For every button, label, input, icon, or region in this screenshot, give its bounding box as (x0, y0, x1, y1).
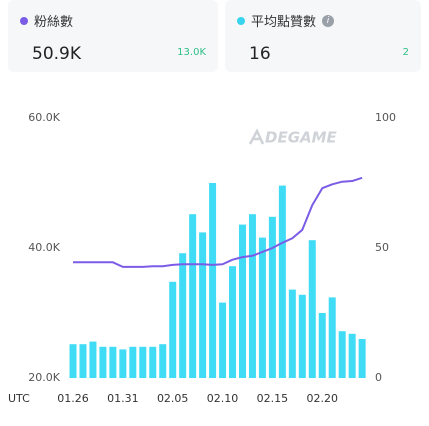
card-label-row: 粉絲數 (20, 11, 73, 30)
bar (89, 341, 97, 378)
dot (237, 16, 245, 25)
x-tick-label: 02.10 (207, 392, 239, 405)
bar (69, 344, 77, 378)
bar (238, 224, 246, 378)
y2-tick-label: 0 (375, 371, 382, 384)
bar (109, 346, 117, 378)
card-change: 2 (402, 47, 409, 58)
bar (278, 185, 286, 378)
bar (248, 214, 256, 378)
x-tick-label: 02.20 (307, 392, 339, 405)
bar (209, 183, 217, 378)
bar (358, 339, 366, 378)
y2-tick-label: 100 (375, 111, 396, 124)
x-axis-label: UTC (8, 392, 30, 405)
x-tick-label: 02.05 (157, 392, 189, 405)
bar (189, 214, 197, 378)
bar (268, 216, 276, 378)
bar (328, 297, 336, 378)
bar (318, 313, 326, 378)
bar (159, 344, 167, 378)
card-label: 粉絲數 (34, 15, 74, 30)
bar (119, 349, 127, 378)
y-tick-label: 60.0K (28, 111, 60, 124)
bar (229, 266, 237, 378)
line (73, 176, 363, 268)
info-icon[interactable]: i (322, 14, 335, 27)
bar (219, 302, 227, 378)
watermark: DEGAME (265, 129, 338, 147)
bar (288, 289, 296, 378)
bar (129, 346, 137, 378)
bar (338, 331, 346, 378)
bar (298, 294, 306, 378)
bar (179, 253, 187, 378)
bar (258, 237, 266, 378)
card-change: 13.0K (177, 47, 206, 58)
card: 粉絲數 50.9K 13.0K (8, 0, 218, 72)
card-value: 50.9K (32, 44, 81, 64)
bar (199, 232, 207, 378)
card-label: 平均點贊數 (251, 15, 317, 30)
bar (149, 346, 157, 378)
y-tick-label: 40.0K (28, 241, 60, 254)
dot (20, 16, 28, 25)
bar (308, 240, 316, 378)
bar (99, 346, 107, 378)
y-tick-label: 20.0K (28, 371, 60, 384)
bar (169, 281, 177, 378)
y2-tick-label: 50 (375, 241, 389, 254)
bar (79, 344, 87, 378)
x-tick-label: 02.15 (257, 392, 289, 405)
card: 平均點贊數 i 16 2 (225, 0, 421, 72)
x-tick-label: 01.31 (107, 392, 139, 405)
card-value: 16 (249, 44, 271, 64)
card-label-row: 平均點贊數 i (237, 11, 335, 30)
bar (139, 346, 147, 378)
watermark-logo (248, 128, 265, 145)
bar (348, 333, 356, 378)
x-tick-label: 01.26 (57, 392, 89, 405)
